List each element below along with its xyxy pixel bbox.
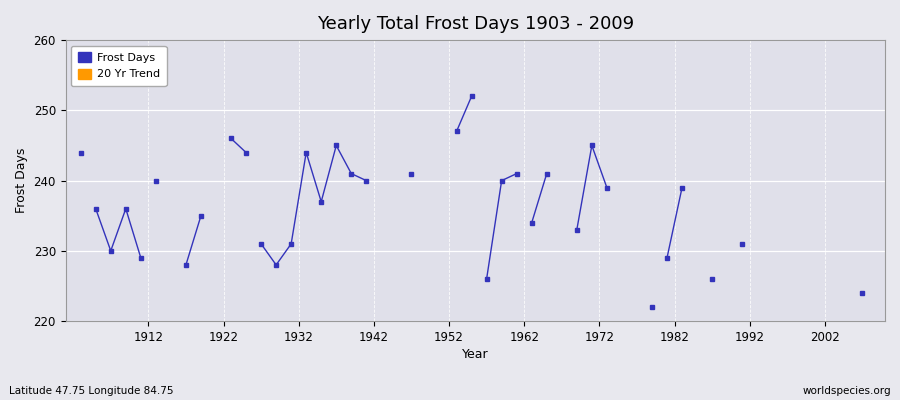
- Y-axis label: Frost Days: Frost Days: [15, 148, 28, 213]
- Legend: Frost Days, 20 Yr Trend: Frost Days, 20 Yr Trend: [71, 46, 166, 86]
- Text: Latitude 47.75 Longitude 84.75: Latitude 47.75 Longitude 84.75: [9, 386, 174, 396]
- Text: worldspecies.org: worldspecies.org: [803, 386, 891, 396]
- Title: Yearly Total Frost Days 1903 - 2009: Yearly Total Frost Days 1903 - 2009: [317, 15, 634, 33]
- X-axis label: Year: Year: [462, 348, 489, 361]
